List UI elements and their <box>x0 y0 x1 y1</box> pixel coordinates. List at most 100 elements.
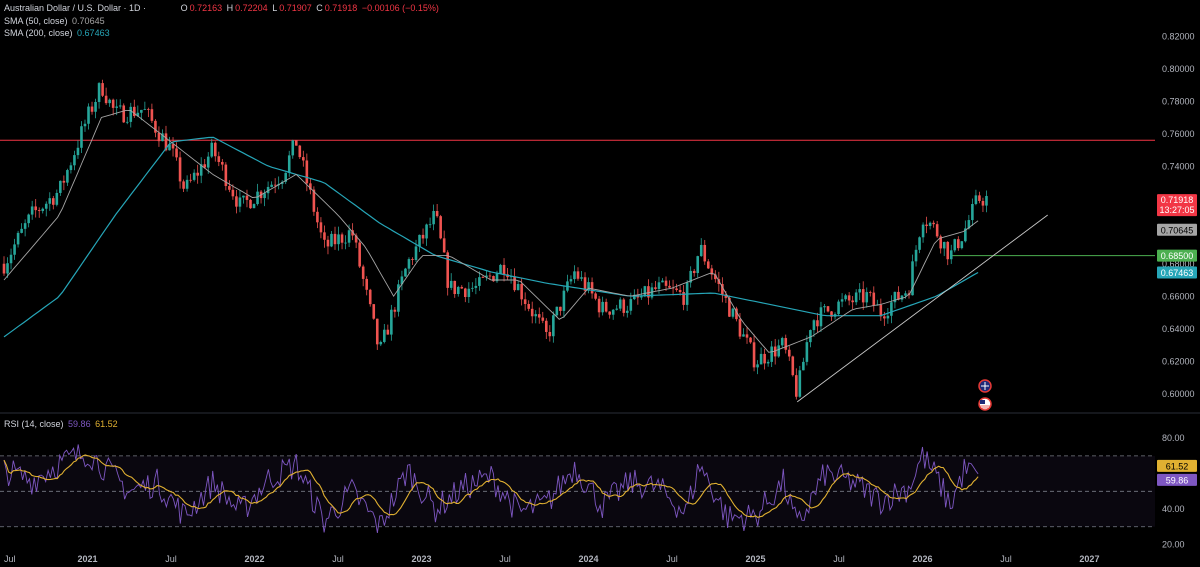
candle-body <box>858 289 861 293</box>
candle-body <box>358 242 361 267</box>
time-tick-label: 2025 <box>745 554 765 564</box>
candle-body <box>879 304 883 317</box>
candle-body <box>147 109 150 110</box>
candle-body <box>590 282 594 294</box>
moving-averages <box>3 109 979 353</box>
close-value: 0.71918 <box>324 3 358 13</box>
event-icons[interactable] <box>978 379 992 411</box>
candle-body <box>562 290 566 311</box>
candle-body <box>6 263 9 274</box>
time-tick-label: Jul <box>833 554 845 564</box>
candle-body <box>168 144 171 151</box>
horizontal-levels[interactable] <box>0 139 1155 257</box>
au-flag-event-icon[interactable] <box>978 379 992 393</box>
candle-body <box>812 320 816 331</box>
candle-body <box>939 236 942 249</box>
rsi-tag-bg <box>1157 473 1197 486</box>
candle-body <box>478 277 481 286</box>
candle-body <box>520 283 523 300</box>
symbol-title[interactable]: Australian Dollar / U.S. Dollar · 1D · <box>4 3 147 13</box>
candle-body <box>27 214 30 224</box>
candle-body <box>509 276 513 278</box>
candle-body <box>883 316 886 319</box>
candle-body <box>974 195 978 205</box>
candle-body <box>206 156 210 168</box>
rsi-axis[interactable]: 80.00 40.00 20.00 <box>1162 433 1185 549</box>
candle-body <box>143 109 147 110</box>
price-tick-label: 0.80000 <box>1162 64 1195 74</box>
candle-body <box>851 300 854 303</box>
candle-body <box>175 148 178 158</box>
sma50-value: 0.70645 <box>72 16 105 26</box>
candle-body <box>386 329 390 335</box>
candle-body <box>34 206 37 211</box>
candle-body <box>73 155 76 166</box>
candle-body <box>925 224 928 226</box>
symbol-header: Australian Dollar / U.S. Dollar · 1D · O… <box>4 2 441 14</box>
candle-body <box>837 301 840 315</box>
candle-body <box>136 112 140 117</box>
candle-body <box>481 277 485 278</box>
candle-body <box>573 271 576 280</box>
candle-body <box>759 353 763 365</box>
rsi-ma-value: 61.52 <box>95 419 118 429</box>
candle-body <box>421 234 425 239</box>
candle-body <box>738 319 742 337</box>
candle-body <box>132 106 136 117</box>
time-tick-label: Jul <box>165 554 177 564</box>
candle-body <box>742 334 745 337</box>
candle-body <box>435 210 439 217</box>
candle-body <box>221 161 224 165</box>
candle-body <box>601 301 604 313</box>
candle-body <box>407 259 411 269</box>
rsi-lines <box>3 444 979 533</box>
candle-body <box>692 270 696 274</box>
candle-body <box>404 268 407 277</box>
candle-body <box>798 370 802 397</box>
price-tag-bg <box>1157 223 1197 236</box>
trendline-line[interactable] <box>796 214 1048 403</box>
price-tick-label: 0.82000 <box>1162 31 1195 41</box>
candle-body <box>495 273 499 282</box>
last-price-tag-bg <box>1157 194 1197 217</box>
candle-body <box>390 309 393 335</box>
candle-body <box>816 320 819 327</box>
price-tag-bg <box>1157 266 1197 279</box>
time-tick-label: Jul <box>666 554 678 564</box>
time-tick-label: Jul <box>332 554 344 564</box>
candle-body <box>351 230 354 236</box>
candle-body <box>323 232 326 240</box>
candle-body <box>41 208 45 212</box>
candle-body <box>464 288 467 298</box>
price-tag-bg <box>1157 249 1197 262</box>
sma200-legend[interactable]: SMA (200, close) 0.67463 <box>4 27 112 39</box>
price-tick-label: 0.76000 <box>1162 129 1195 139</box>
us-flag-event-icon[interactable] <box>978 397 992 411</box>
candle-body <box>76 147 80 156</box>
candle-body <box>967 220 971 229</box>
rsi-tick-label: 40.00 <box>1162 504 1185 514</box>
rsi-tag-bg <box>1157 459 1197 472</box>
trendline[interactable] <box>796 214 1048 403</box>
candle-body <box>428 224 432 226</box>
candle-body <box>527 304 530 309</box>
sma50-legend[interactable]: SMA (50, close) 0.70645 <box>4 15 107 27</box>
candle-body <box>953 239 957 251</box>
time-axis[interactable]: Jul 2021 Jul 2022 Jul 2023 Jul 2024 Jul 2025 Jul 20… <box>4 554 1099 564</box>
candle-body <box>594 293 597 299</box>
candle-body <box>199 164 203 176</box>
candle-body <box>657 282 661 289</box>
candle-body <box>372 304 376 319</box>
rsi-legend[interactable]: RSI (14, close) 59.86 61.52 <box>4 418 120 430</box>
candle-body <box>516 283 520 291</box>
candle-body <box>432 210 435 225</box>
sma50-label: SMA (50, close) <box>4 16 68 26</box>
candle-body <box>270 184 273 187</box>
candle-body <box>671 287 675 289</box>
candle-body <box>633 294 636 300</box>
candle-body <box>625 310 629 313</box>
candle-body <box>104 95 108 104</box>
candle-body <box>904 293 907 296</box>
candle-body <box>171 144 175 149</box>
